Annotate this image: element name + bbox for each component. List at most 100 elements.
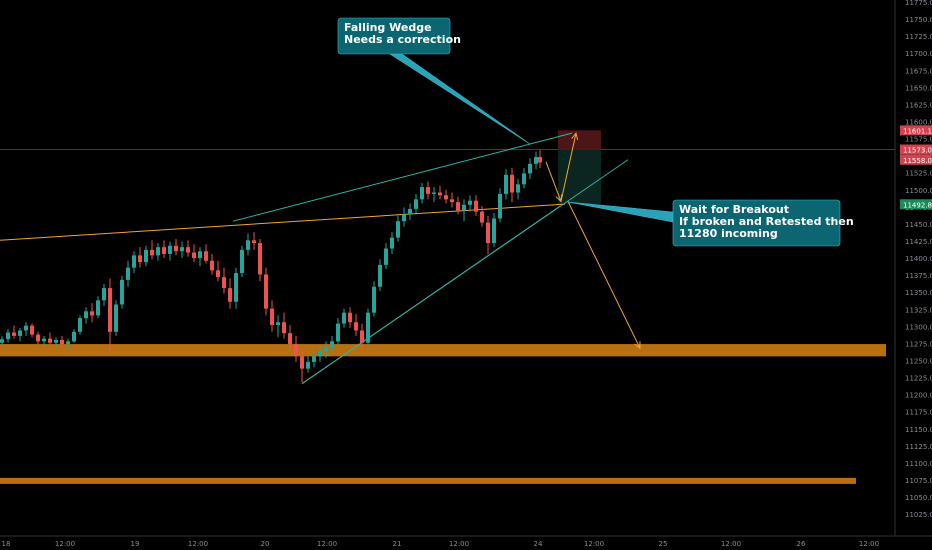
annotation-1-box[interactable] bbox=[337, 17, 451, 55]
candle-60[interactable] bbox=[360, 330, 364, 343]
candle-3[interactable] bbox=[18, 330, 22, 336]
support-zone-2[interactable] bbox=[0, 477, 856, 484]
candle-56[interactable] bbox=[336, 323, 340, 342]
price-tag-4[interactable] bbox=[900, 199, 932, 210]
candle-85[interactable] bbox=[510, 174, 514, 193]
candle-41[interactable] bbox=[246, 240, 250, 250]
candle-47[interactable] bbox=[282, 322, 286, 334]
take-profit-zone[interactable] bbox=[558, 149, 601, 205]
candle-83[interactable] bbox=[498, 193, 502, 219]
candle-80[interactable] bbox=[480, 211, 484, 223]
candle-88[interactable] bbox=[528, 163, 532, 174]
candle-48[interactable] bbox=[288, 333, 292, 345]
candle-43[interactable] bbox=[258, 243, 262, 275]
price-tag-1[interactable] bbox=[900, 125, 932, 136]
candle-58[interactable] bbox=[348, 312, 352, 323]
candle-19[interactable] bbox=[114, 304, 118, 332]
candle-63[interactable] bbox=[378, 264, 382, 287]
candle-81[interactable] bbox=[486, 222, 490, 244]
candle-32[interactable] bbox=[192, 252, 196, 259]
candle-61[interactable] bbox=[366, 312, 370, 343]
candle-28[interactable] bbox=[168, 245, 172, 254]
candle-66[interactable] bbox=[396, 221, 400, 238]
candle-2[interactable] bbox=[12, 332, 16, 336]
candle-50[interactable] bbox=[300, 356, 304, 369]
candle-40[interactable] bbox=[240, 249, 244, 274]
candle-9[interactable] bbox=[54, 339, 58, 343]
candle-53[interactable] bbox=[318, 350, 322, 357]
candle-23[interactable] bbox=[138, 255, 142, 263]
candle-89[interactable] bbox=[534, 157, 538, 164]
candle-49[interactable] bbox=[294, 344, 298, 357]
candle-1[interactable] bbox=[6, 332, 10, 340]
candle-84[interactable] bbox=[504, 174, 508, 194]
candle-22[interactable] bbox=[132, 255, 136, 268]
candle-11[interactable] bbox=[66, 341, 70, 345]
candle-18[interactable] bbox=[108, 288, 112, 332]
candle-25[interactable] bbox=[150, 249, 154, 256]
candle-36[interactable] bbox=[216, 270, 220, 278]
candle-30[interactable] bbox=[180, 247, 184, 252]
candle-17[interactable] bbox=[102, 288, 106, 301]
candle-21[interactable] bbox=[126, 267, 130, 280]
candle-0[interactable] bbox=[0, 339, 4, 343]
candle-87[interactable] bbox=[522, 173, 526, 185]
candle-54[interactable] bbox=[324, 346, 328, 351]
candle-14[interactable] bbox=[84, 311, 88, 319]
candle-38[interactable] bbox=[228, 288, 232, 302]
candle-78[interactable] bbox=[468, 200, 472, 205]
candle-64[interactable] bbox=[384, 248, 388, 265]
candle-79[interactable] bbox=[474, 200, 478, 212]
candle-10[interactable] bbox=[60, 339, 64, 345]
candle-16[interactable] bbox=[96, 300, 100, 316]
lower-channel[interactable] bbox=[301, 205, 561, 385]
candle-8[interactable] bbox=[48, 338, 52, 343]
candle-68[interactable] bbox=[408, 208, 412, 215]
candle-67[interactable] bbox=[402, 214, 406, 222]
candle-77[interactable] bbox=[462, 204, 466, 211]
stop-loss-zone[interactable] bbox=[558, 130, 601, 150]
price-tag-2[interactable] bbox=[900, 144, 932, 155]
candle-12[interactable] bbox=[72, 331, 76, 342]
candle-86[interactable] bbox=[516, 184, 520, 193]
candle-69[interactable] bbox=[414, 199, 418, 209]
candle-59[interactable] bbox=[354, 322, 358, 331]
candle-76[interactable] bbox=[456, 202, 460, 211]
candle-72[interactable] bbox=[432, 192, 436, 194]
candle-44[interactable] bbox=[264, 274, 268, 309]
price-tag-3[interactable] bbox=[900, 154, 932, 165]
candle-57[interactable] bbox=[342, 312, 346, 324]
candle-34[interactable] bbox=[204, 251, 208, 261]
candle-5[interactable] bbox=[30, 325, 34, 335]
candle-27[interactable] bbox=[162, 247, 166, 254]
candle-29[interactable] bbox=[174, 245, 178, 252]
candle-37[interactable] bbox=[222, 277, 226, 289]
candle-51[interactable] bbox=[306, 361, 310, 369]
proj-down-1[interactable] bbox=[545, 161, 562, 202]
candle-24[interactable] bbox=[144, 249, 148, 263]
candle-39[interactable] bbox=[234, 273, 238, 302]
candle-90[interactable] bbox=[538, 157, 542, 163]
candle-26[interactable] bbox=[156, 247, 160, 256]
candle-6[interactable] bbox=[36, 334, 40, 342]
candle-62[interactable] bbox=[372, 286, 376, 313]
candle-52[interactable] bbox=[312, 356, 316, 362]
candle-7[interactable] bbox=[42, 338, 46, 342]
proj-down-2[interactable] bbox=[567, 201, 641, 349]
candle-46[interactable] bbox=[276, 322, 280, 325]
annotation-2-box[interactable] bbox=[672, 199, 841, 247]
candle-70[interactable] bbox=[420, 187, 424, 200]
candle-31[interactable] bbox=[186, 247, 190, 253]
candle-65[interactable] bbox=[390, 237, 394, 249]
candle-42[interactable] bbox=[252, 240, 256, 244]
candle-15[interactable] bbox=[90, 311, 94, 316]
candle-71[interactable] bbox=[426, 187, 430, 194]
candle-82[interactable] bbox=[492, 218, 496, 244]
candle-4[interactable] bbox=[24, 325, 28, 331]
resistance-line[interactable] bbox=[0, 203, 566, 241]
wedge-upper[interactable] bbox=[232, 132, 573, 222]
candle-75[interactable] bbox=[450, 199, 454, 203]
candle-20[interactable] bbox=[120, 279, 124, 305]
